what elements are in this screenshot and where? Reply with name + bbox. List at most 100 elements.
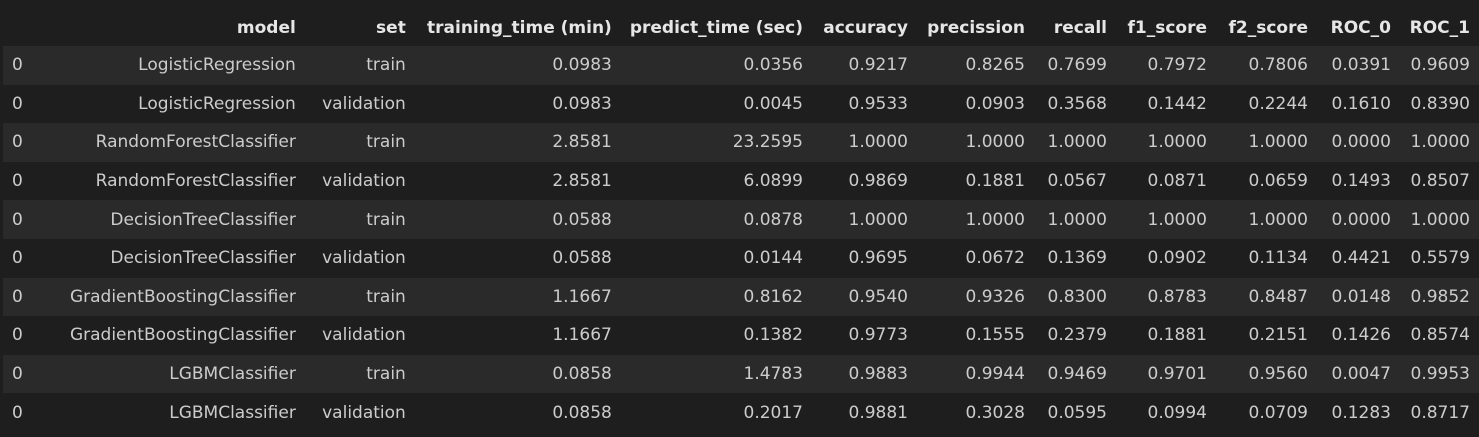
cell-precission: 0.8265 — [965, 55, 1025, 76]
cell-f2-score: 0.8487 — [1248, 286, 1308, 307]
cell-f2-score: 0.7806 — [1248, 55, 1308, 76]
cell-precission: 1.0000 — [965, 132, 1025, 153]
column-header-accuracy: accuracy — [823, 17, 908, 38]
cell-roc-1: 0.9852 — [1410, 286, 1470, 307]
table-header-row: model set training_time (min) predict_ti… — [3, 9, 1479, 46]
cell-precission: 1.0000 — [965, 209, 1025, 230]
cell-set: train — [366, 286, 406, 307]
cell-recall: 0.1369 — [1047, 248, 1107, 269]
column-header-f2-score: f2_score — [1228, 17, 1308, 38]
row-index: 0 — [12, 93, 23, 114]
cell-training-time: 0.0983 — [552, 93, 612, 114]
cell-recall: 0.3568 — [1047, 93, 1107, 114]
cell-set: train — [366, 55, 406, 76]
cell-accuracy: 0.9533 — [848, 93, 908, 114]
cell-predict-time: 0.8162 — [743, 286, 803, 307]
cell-precission: 0.1881 — [965, 171, 1025, 192]
table-row: 0 LGBMClassifier train 0.0858 1.4783 0.9883 0.… — [3, 354, 1479, 394]
cell-f1-score: 0.9701 — [1147, 364, 1207, 385]
cell-predict-time: 0.1382 — [743, 325, 803, 346]
cell-f1-score: 1.0000 — [1147, 209, 1207, 230]
cell-set: train — [366, 132, 406, 153]
cell-f1-score: 0.7972 — [1147, 55, 1207, 76]
cell-accuracy: 0.9869 — [848, 171, 908, 192]
cell-f2-score: 1.0000 — [1248, 132, 1308, 153]
row-index: 0 — [12, 325, 23, 346]
cell-training-time: 2.8581 — [552, 171, 612, 192]
cell-recall: 0.2379 — [1047, 325, 1107, 346]
cell-roc-0: 0.0000 — [1331, 209, 1391, 230]
cell-predict-time: 0.0878 — [743, 209, 803, 230]
cell-model: RandomForestClassifier — [95, 132, 296, 153]
cell-roc-1: 0.9953 — [1410, 364, 1470, 385]
cell-set: validation — [322, 402, 406, 423]
cell-f1-score: 1.0000 — [1147, 132, 1207, 153]
row-index: 0 — [12, 209, 23, 230]
column-header-roc-0: ROC_0 — [1330, 17, 1391, 38]
column-header-set: set — [376, 17, 406, 38]
row-index: 0 — [12, 402, 23, 423]
cell-f1-score: 0.1881 — [1147, 325, 1207, 346]
cell-training-time: 0.0983 — [552, 55, 612, 76]
cell-predict-time: 0.0144 — [743, 248, 803, 269]
cell-roc-1: 0.8717 — [1410, 402, 1470, 423]
cell-accuracy: 0.9540 — [848, 286, 908, 307]
cell-training-time: 1.1667 — [552, 325, 612, 346]
cell-roc-0: 0.0047 — [1331, 364, 1391, 385]
cell-training-time: 0.0588 — [552, 248, 612, 269]
cell-model: GradientBoostingClassifier — [69, 325, 296, 346]
cell-accuracy: 0.9881 — [848, 402, 908, 423]
cell-f2-score: 0.9560 — [1248, 364, 1308, 385]
cell-set: validation — [322, 248, 406, 269]
cell-f2-score: 0.2244 — [1248, 93, 1308, 114]
cell-set: train — [366, 364, 406, 385]
cell-roc-1: 0.9609 — [1410, 55, 1470, 76]
cell-roc-0: 0.0000 — [1331, 132, 1391, 153]
cell-recall: 0.7699 — [1047, 55, 1107, 76]
cell-training-time: 0.0858 — [552, 364, 612, 385]
cell-precission: 0.3028 — [965, 402, 1025, 423]
column-header-predict-time: predict_time (sec) — [629, 17, 803, 38]
cell-f2-score: 1.0000 — [1248, 209, 1308, 230]
cell-accuracy: 1.0000 — [848, 209, 908, 230]
cell-model: LGBMClassifier — [169, 402, 296, 423]
cell-predict-time: 1.4783 — [743, 364, 803, 385]
cell-f2-score: 0.0709 — [1248, 402, 1308, 423]
column-header-f1-score: f1_score — [1127, 17, 1207, 38]
cell-roc-0: 0.4421 — [1331, 248, 1391, 269]
cell-training-time: 0.0588 — [552, 209, 612, 230]
cell-accuracy: 1.0000 — [848, 132, 908, 153]
table-row: 0 LogisticRegression train 0.0983 0.0356 0.92… — [3, 46, 1479, 85]
cell-training-time: 2.8581 — [552, 132, 612, 153]
row-index: 0 — [12, 286, 23, 307]
cell-f2-score: 0.0659 — [1248, 171, 1308, 192]
table-row: 0 GradientBoostingClassifier train 1.1667 0.… — [3, 277, 1479, 317]
cell-recall: 0.8300 — [1047, 286, 1107, 307]
cell-predict-time: 6.0899 — [743, 171, 803, 192]
index-header — [3, 9, 32, 46]
cell-precission: 0.9326 — [965, 286, 1025, 307]
row-index: 0 — [12, 171, 23, 192]
cell-f1-score: 0.0902 — [1147, 248, 1207, 269]
column-header-model: model — [236, 17, 296, 38]
table-row: 0 RandomForestClassifier validation 2.8581 6… — [3, 161, 1479, 201]
cell-model: DecisionTreeClassifier — [110, 248, 296, 269]
cell-accuracy: 0.9883 — [848, 364, 908, 385]
cell-model: GradientBoostingClassifier — [69, 286, 296, 307]
cell-f1-score: 0.8783 — [1147, 286, 1207, 307]
cell-precission: 0.9944 — [965, 364, 1025, 385]
cell-recall: 0.0595 — [1047, 402, 1107, 423]
cell-f1-score: 0.0871 — [1147, 171, 1207, 192]
cell-set: train — [366, 209, 406, 230]
cell-set: validation — [322, 171, 406, 192]
cell-roc-0: 0.0148 — [1331, 286, 1391, 307]
cell-set: validation — [322, 325, 406, 346]
cell-f1-score: 0.1442 — [1147, 93, 1207, 114]
cell-f1-score: 0.0994 — [1147, 402, 1207, 423]
dataframe-table: model set training_time (min) predict_ti… — [3, 9, 1479, 432]
cell-predict-time: 0.0045 — [743, 93, 803, 114]
table-row: 0 GradientBoostingClassifier validation 1.1… — [3, 316, 1479, 355]
cell-roc-1: 0.8574 — [1410, 325, 1470, 346]
cell-roc-1: 1.0000 — [1410, 132, 1470, 153]
cell-f2-score: 0.2151 — [1248, 325, 1308, 346]
